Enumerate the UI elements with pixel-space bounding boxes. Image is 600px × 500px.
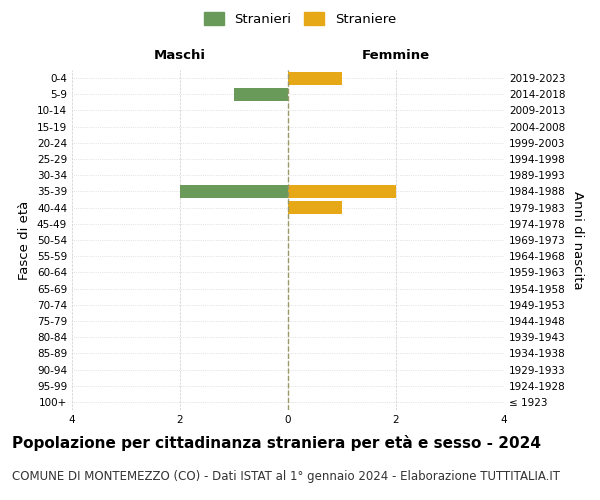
Text: Maschi: Maschi <box>154 50 206 62</box>
Text: Popolazione per cittadinanza straniera per età e sesso - 2024: Popolazione per cittadinanza straniera p… <box>12 435 541 451</box>
Bar <box>288 185 396 198</box>
Bar <box>180 185 288 198</box>
Text: COMUNE DI MONTEMEZZO (CO) - Dati ISTAT al 1° gennaio 2024 - Elaborazione TUTTITA: COMUNE DI MONTEMEZZO (CO) - Dati ISTAT a… <box>12 470 560 483</box>
Legend: Stranieri, Straniere: Stranieri, Straniere <box>199 6 401 32</box>
Bar <box>234 88 288 101</box>
Y-axis label: Fasce di età: Fasce di età <box>19 200 31 280</box>
Y-axis label: Anni di nascita: Anni di nascita <box>571 190 584 290</box>
Bar <box>288 72 342 85</box>
Bar <box>288 201 342 214</box>
Text: Femmine: Femmine <box>362 50 430 62</box>
